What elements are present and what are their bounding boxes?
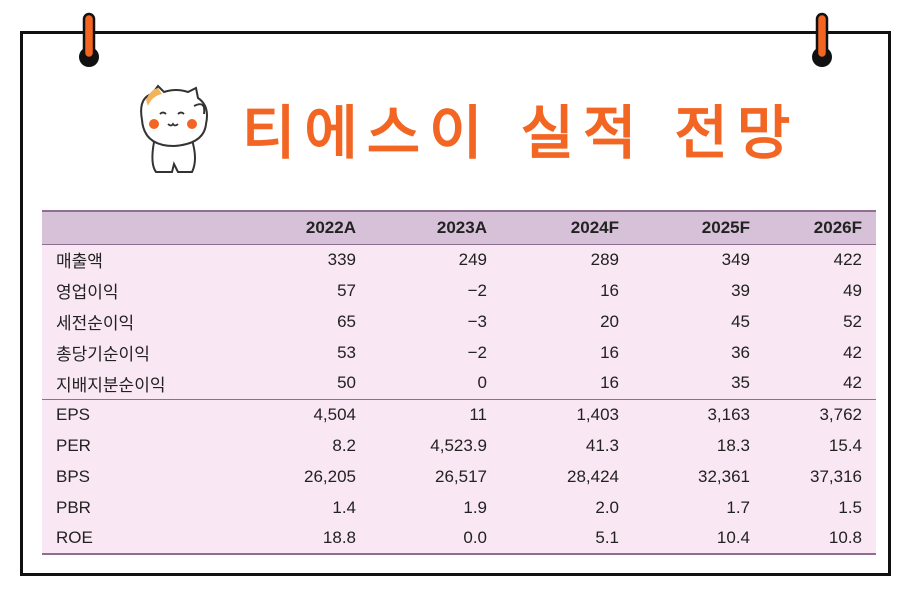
header-cell: 2023A [436, 217, 487, 237]
cell-value: 39 [731, 280, 750, 300]
cell-value: 11 [356, 398, 487, 430]
cell-value: 3,762 [750, 398, 876, 430]
cell-value: 16 [600, 342, 619, 362]
earnings-forecast-table: 2022A 2023A 2024F 2025F 2026F 매출액 339 24… [42, 210, 876, 555]
cell-value: 2.0 [595, 497, 619, 517]
cell-value: 10.4 [619, 523, 750, 555]
cell-value: 5.1 [487, 523, 619, 555]
cell-value: 10.8 [750, 523, 876, 555]
table-row: EPS 4,504 11 1,403 3,163 3,762 [42, 398, 876, 430]
table-row: BPS 26,205 26,517 28,424 32,361 37,316 [42, 461, 876, 492]
cell-value: 49 [843, 280, 862, 300]
cell-value: 349 [721, 249, 750, 269]
cell-value: 1.9 [463, 497, 487, 517]
row-label: 매출액 [56, 252, 103, 272]
cell-value: 53 [337, 342, 356, 362]
row-label: PER [56, 435, 91, 455]
table-row: 지배지분순이익 50 0 16 35 42 [42, 368, 876, 399]
table-row: 영업이익 57 −2 16 39 49 [42, 275, 876, 306]
table-row: ROE 18.8 0.0 5.1 10.4 10.8 [42, 523, 876, 555]
cell-value: 1.7 [726, 497, 750, 517]
row-label: 영업이익 [56, 283, 119, 302]
cell-value: 422 [833, 249, 862, 269]
cell-value: 32,361 [698, 466, 750, 486]
header-cell: 2026F [813, 217, 862, 237]
row-label: 지배지분순이익 [56, 375, 166, 395]
cell-value: 28,424 [567, 466, 619, 486]
row-label: 세전순이익 [56, 314, 135, 333]
cell-value: 18.3 [716, 435, 750, 455]
cell-value: 20 [600, 311, 619, 331]
row-label: PBR [56, 497, 91, 517]
cell-value: 65 [337, 311, 356, 331]
cell-value: 1,403 [487, 398, 619, 430]
table-header-row: 2022A 2023A 2024F 2025F 2026F [42, 211, 876, 244]
cell-value: 0.0 [356, 523, 487, 555]
pushpin-icon [812, 12, 832, 67]
table-row: 매출액 339 249 289 349 422 [42, 244, 876, 275]
table-row: PER 8.2 4,523.9 41.3 18.3 15.4 [42, 430, 876, 461]
row-label: EPS [42, 398, 228, 430]
cell-value: 42 [843, 373, 862, 393]
cat-mascot-icon [140, 84, 208, 173]
cell-value: 249 [458, 249, 487, 269]
row-label: ROE [42, 523, 228, 555]
cell-value: 4,523.9 [430, 435, 487, 455]
header-cell: 2022A [305, 217, 356, 237]
cell-value: 36 [731, 342, 750, 362]
cell-value: −3 [467, 311, 487, 331]
cell-value: 289 [590, 249, 619, 269]
cell-value: 8.2 [332, 435, 356, 455]
cell-value: 45 [731, 311, 750, 331]
cell-value: 26,205 [304, 466, 356, 486]
cell-value: −2 [467, 342, 487, 362]
cell-value: 57 [337, 280, 356, 300]
cell-value: 26,517 [435, 466, 487, 486]
cell-value: 41.3 [585, 435, 619, 455]
page-title: 티에스이 실적 전망 [242, 99, 800, 167]
cell-value: 16 [600, 280, 619, 300]
cell-value: 1.4 [332, 497, 356, 517]
cell-value: 4,504 [228, 398, 356, 430]
table-row: 총당기순이익 53 −2 16 36 42 [42, 337, 876, 368]
cell-value: 1.5 [838, 497, 862, 517]
row-label: 총당기순이익 [56, 345, 150, 364]
cell-value: 50 [337, 373, 356, 393]
cell-value: 3,163 [619, 398, 750, 430]
table-row: PBR 1.4 1.9 2.0 1.7 1.5 [42, 492, 876, 523]
cell-value: 35 [731, 373, 750, 393]
cell-value: 15.4 [828, 435, 862, 455]
cell-value: 37,316 [810, 466, 862, 486]
cell-value: 52 [843, 311, 862, 331]
row-label: BPS [56, 466, 91, 486]
cell-value: 42 [843, 342, 862, 362]
cell-value: 18.8 [228, 523, 356, 555]
table-row: 세전순이익 65 −3 20 45 52 [42, 306, 876, 337]
pushpin-icon [79, 12, 99, 67]
header-cell [42, 211, 228, 244]
cell-value: 339 [327, 249, 356, 269]
cell-value: 16 [600, 373, 619, 393]
cell-value: −2 [467, 280, 487, 300]
header-cell: 2024F [570, 217, 619, 237]
header-cell: 2025F [701, 217, 750, 237]
cell-value: 0 [477, 373, 487, 393]
